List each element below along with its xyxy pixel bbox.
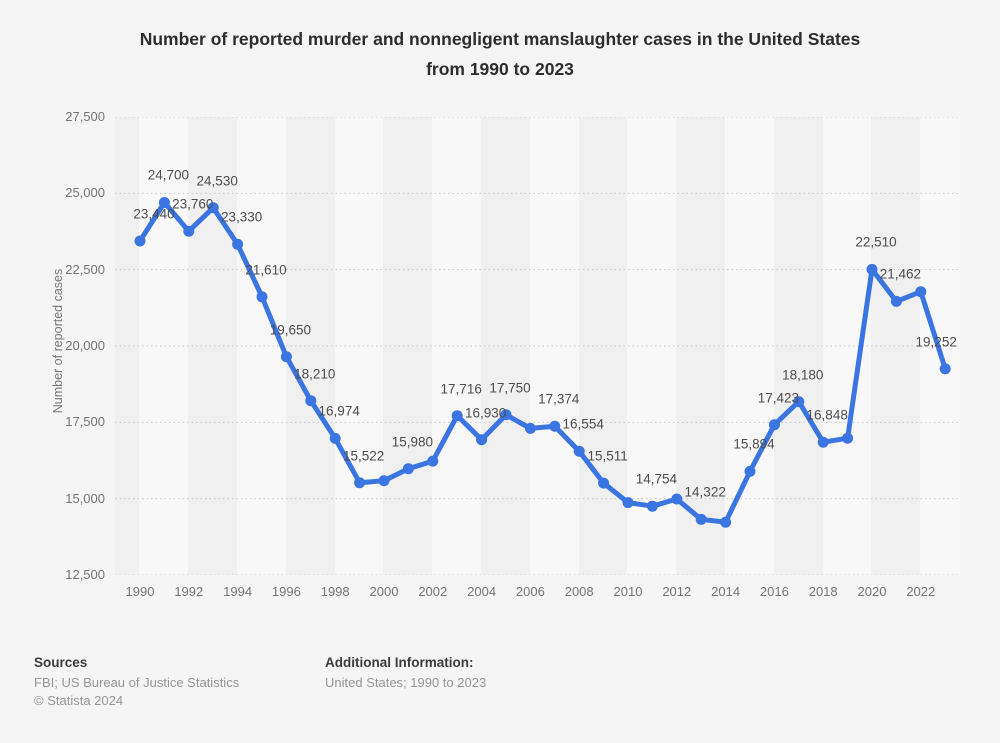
data-point-label: 14,322	[684, 484, 726, 500]
plot-area	[115, 117, 960, 575]
data-point-marker	[720, 516, 732, 528]
chart-title: Number of reported murder and nonneglige…	[139, 29, 861, 79]
additional-info-heading: Additional Information:	[325, 655, 474, 670]
x-axis-tick-label: 2004	[467, 584, 497, 599]
data-point-marker	[695, 513, 707, 525]
statista-copyright: © Statista 2024	[34, 693, 124, 708]
y-axis-tick-label: 12,500	[65, 567, 105, 582]
additional-info-line: United States; 1990 to 2023	[325, 675, 487, 690]
x-axis-tick-label: 2006	[515, 584, 545, 599]
data-point-label: 23,760	[172, 196, 214, 212]
data-point-marker	[890, 295, 902, 307]
x-axis-tick-label: 2014	[711, 584, 741, 599]
data-point-label: 19,650	[269, 322, 312, 338]
data-point-marker	[768, 419, 780, 431]
data-point-marker	[915, 286, 927, 298]
x-axis-tick-label: 2008	[564, 584, 594, 599]
background-stripe	[725, 117, 774, 575]
x-axis-tick-label: 1992	[174, 584, 204, 599]
data-point-marker	[402, 463, 414, 475]
x-axis-tick-label: 1996	[271, 584, 301, 599]
x-axis-tick-label: 2018	[808, 584, 838, 599]
data-point-label: 15,980	[391, 434, 434, 450]
x-axis-tick-label: 2000	[369, 584, 399, 599]
data-point-marker	[646, 500, 658, 512]
data-point-marker	[622, 497, 634, 509]
x-axis-tick-label: 2010	[613, 584, 643, 599]
data-point-marker	[476, 434, 488, 446]
x-axis-tick-label: 1998	[320, 584, 350, 599]
x-axis-tick-label: 1994	[223, 584, 253, 599]
x-axis-tick-label: 2016	[759, 584, 789, 599]
data-point-marker	[305, 395, 317, 407]
data-point-label: 21,462	[879, 266, 922, 282]
data-point-label: 15,511	[587, 448, 628, 464]
data-point-marker	[354, 477, 366, 489]
data-point-marker	[451, 410, 463, 422]
data-point-label: 23,440	[133, 206, 175, 222]
data-point-marker	[573, 445, 585, 457]
sources-line: FBI; US Bureau of Justice Statistics	[34, 675, 240, 690]
x-axis-tick-label: 2002	[418, 584, 448, 599]
data-point-label: 18,180	[782, 367, 824, 383]
data-point-label: 17,374	[538, 391, 580, 407]
y-axis-tick-label: 20,000	[65, 338, 105, 353]
data-point-label: 24,530	[196, 173, 238, 189]
y-axis-tick-label: 22,500	[65, 261, 105, 277]
sources-heading: Sources	[34, 655, 88, 670]
x-axis-tick-label: 2020	[857, 584, 887, 599]
data-point-label: 16,848	[806, 407, 848, 423]
data-point-marker	[427, 455, 439, 467]
data-point-marker	[524, 422, 536, 434]
data-point-marker	[671, 493, 683, 505]
line-chart-canvas	[115, 117, 960, 575]
data-point-marker	[939, 363, 951, 375]
data-point-marker	[378, 475, 390, 487]
data-point-label: 16,974	[318, 403, 360, 419]
data-point-label: 16,930	[464, 405, 507, 421]
data-point-marker	[232, 238, 244, 250]
data-point-label: 17,716	[440, 381, 482, 397]
data-point-marker	[500, 409, 512, 421]
data-point-label: 16,554	[562, 416, 604, 432]
data-point-label: 17,750	[489, 380, 531, 396]
y-axis-tick-label: 25,000	[65, 185, 105, 201]
data-point-marker	[256, 291, 268, 303]
data-point-marker	[817, 436, 829, 448]
data-point-marker	[280, 351, 292, 363]
y-axis-tick-label: 17,500	[65, 414, 105, 430]
data-point-marker	[549, 420, 561, 432]
data-point-marker	[329, 432, 341, 444]
y-axis-tick-label: 15,000	[65, 490, 105, 506]
data-point-label: 19,252	[915, 334, 957, 350]
data-point-marker	[744, 465, 756, 477]
y-axis-tick-label: 27,500	[65, 109, 105, 124]
data-point-label: 23,330	[220, 209, 263, 225]
data-point-marker	[207, 202, 219, 214]
data-point-label: 15,894	[733, 436, 775, 452]
data-point-label: 15,522	[342, 448, 385, 464]
data-point-marker	[158, 197, 170, 208]
data-point-label: 21,610	[245, 262, 287, 278]
data-point-marker	[134, 235, 146, 247]
data-point-marker	[793, 396, 805, 408]
data-point-marker	[598, 477, 610, 489]
data-point-label: 14,754	[635, 471, 678, 487]
data-point-label: 18,210	[294, 366, 336, 382]
x-axis-tick-label: 1990	[125, 584, 155, 599]
data-point-label: 24,700	[147, 167, 190, 183]
trend-line	[137, 200, 948, 525]
data-point-marker	[183, 225, 195, 237]
data-point-marker	[842, 432, 854, 444]
x-axis-tick-label: 2022	[906, 584, 936, 599]
x-axis-tick-label: 2012	[662, 584, 692, 599]
data-point-label: 22,510	[855, 234, 897, 250]
data-point-marker	[866, 263, 878, 275]
data-point-label: 17,423	[757, 390, 800, 406]
